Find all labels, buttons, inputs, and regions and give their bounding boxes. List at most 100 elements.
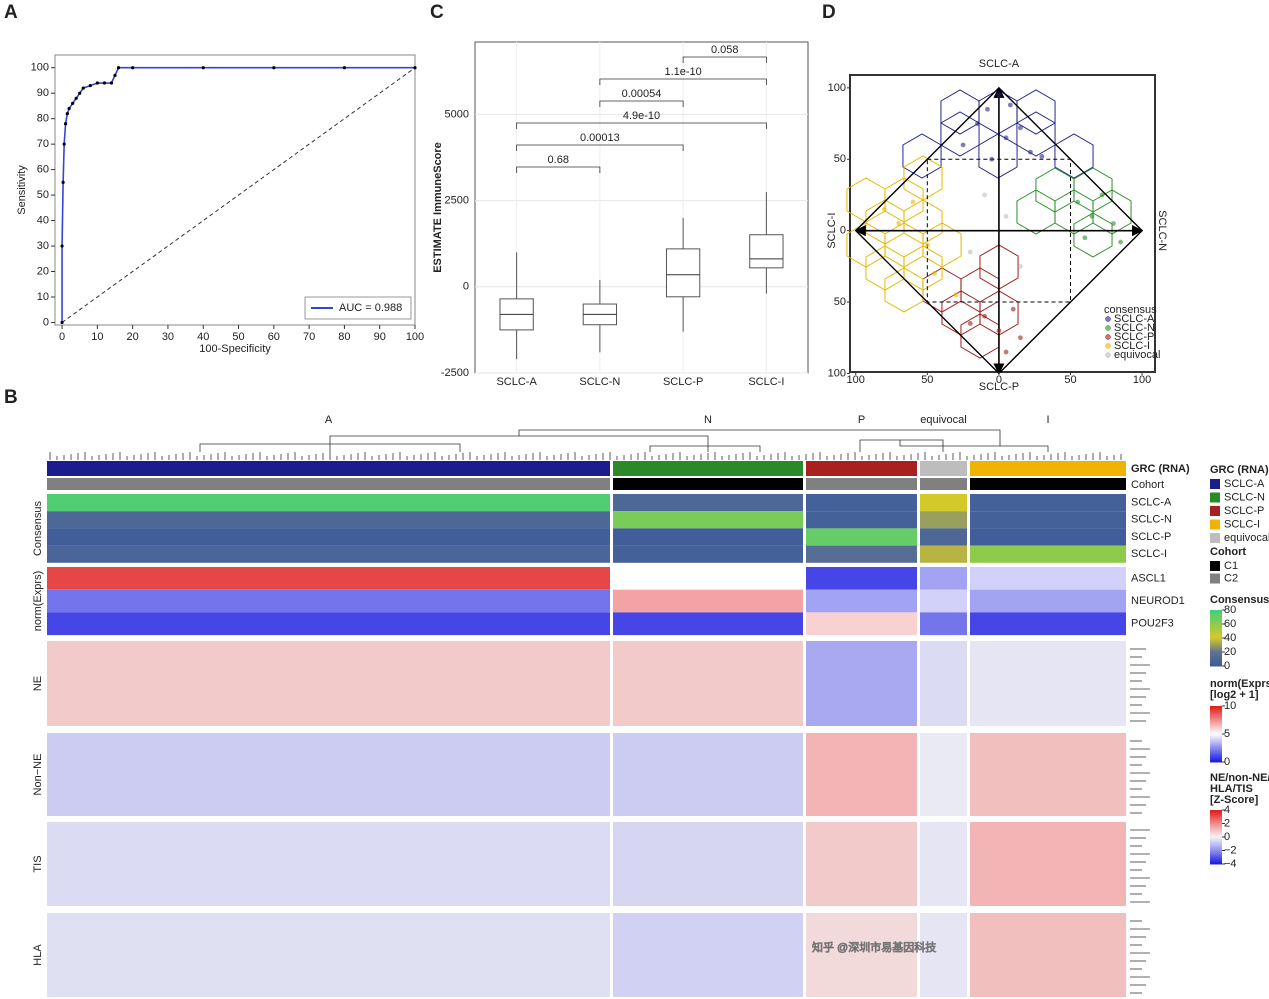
roc-point <box>95 81 99 85</box>
point <box>1028 149 1033 155</box>
heat-cell <box>970 733 1126 816</box>
heat-cell <box>806 589 917 613</box>
heat-cell <box>47 567 610 590</box>
point <box>1003 213 1009 219</box>
y-tick-label: 20 <box>37 265 49 277</box>
colorbar-step <box>1210 741 1222 744</box>
point <box>1017 263 1023 269</box>
heat-cell <box>806 733 917 816</box>
heat-cell <box>613 733 803 816</box>
cohort-cell <box>47 478 610 490</box>
colorbar-label: 4 <box>1224 804 1230 816</box>
section-label: Non−NE <box>32 754 44 796</box>
point <box>982 192 988 198</box>
colorbar-step <box>1210 726 1222 729</box>
heat-cell <box>613 528 803 546</box>
point <box>996 328 1002 333</box>
legend-label: SCLC-A <box>1114 313 1155 325</box>
y-tick-label: -2500 <box>441 367 469 379</box>
colorbar-step <box>1210 720 1222 724</box>
heat-cell <box>47 528 610 546</box>
plot-frame <box>54 54 416 326</box>
heat-cell <box>47 612 610 636</box>
x-tick-label: SCLC-A <box>496 376 537 388</box>
y-tick-label: 40 <box>37 214 49 226</box>
roc-point <box>81 86 85 90</box>
point <box>982 313 988 319</box>
colorbar-step <box>1210 732 1222 735</box>
point <box>1039 153 1045 159</box>
heat-cell <box>47 589 610 613</box>
vertex-label: SCLC-P <box>979 381 1019 393</box>
x-tick-label: 20 <box>127 331 139 343</box>
column-group-label: P <box>858 414 865 426</box>
point <box>985 106 990 112</box>
hex-tile <box>903 155 943 201</box>
point <box>1075 199 1081 205</box>
colorbar-label: 5 <box>1224 728 1230 740</box>
heat-cell <box>613 589 803 613</box>
colorbar-step <box>1210 833 1222 836</box>
heat-cell <box>806 822 917 906</box>
point <box>989 156 995 162</box>
colorbar-step <box>1210 651 1222 654</box>
roc-point <box>272 66 276 70</box>
heat-cell <box>920 567 967 590</box>
colorbar-step <box>1210 855 1222 858</box>
point <box>881 206 887 212</box>
cohort-cell <box>806 478 917 490</box>
colorbar-step <box>1210 611 1222 615</box>
colorbar-step <box>1210 837 1222 840</box>
colorbar-step <box>1210 719 1222 722</box>
y-tick-label: 0 <box>840 225 846 237</box>
legend-title: consensus <box>1104 304 1157 316</box>
hex-tile <box>922 222 962 268</box>
colorbar-label: 20 <box>1224 646 1236 658</box>
section-label: HLA <box>32 944 44 966</box>
heat-cell <box>920 511 967 529</box>
roc-point <box>113 73 117 77</box>
colorbar-step <box>1210 610 1222 613</box>
colorbar-step <box>1210 813 1222 816</box>
roc-point <box>201 66 205 70</box>
legend-title: HLA/TIS <box>1210 783 1253 795</box>
legend-label: equivocal <box>1114 349 1160 361</box>
roc-point <box>62 142 66 146</box>
row-label: SCLC-P <box>1131 531 1171 543</box>
heat-cell <box>47 822 610 906</box>
colorbar-step <box>1210 810 1222 813</box>
x-tick-label: 40 <box>197 331 209 343</box>
colorbar-step <box>1210 643 1222 646</box>
heat-cell <box>806 567 917 590</box>
legend-swatch <box>1210 573 1220 584</box>
y-tick-label: 0 <box>463 281 469 293</box>
panel-label: B <box>4 387 18 408</box>
colorbar-step <box>1210 634 1222 637</box>
point <box>1017 335 1023 341</box>
heat-cell <box>920 822 967 906</box>
heat-cell <box>806 612 917 636</box>
p-value: 0.00013 <box>580 132 620 144</box>
roc-point <box>88 83 92 88</box>
legend-swatch <box>1105 343 1111 349</box>
heat-cell <box>970 913 1126 997</box>
point <box>967 321 973 326</box>
heat-cell <box>613 545 803 563</box>
heat-cell <box>920 641 967 726</box>
section-label: norm(Exprs) <box>32 571 44 632</box>
point <box>932 271 937 276</box>
colorbar-step <box>1210 758 1222 761</box>
heat-cell <box>920 494 967 512</box>
colorbar-label: 2 <box>1224 817 1230 829</box>
colorbar-step <box>1210 628 1222 632</box>
heat-cell <box>920 733 967 816</box>
colorbar-step <box>1210 724 1222 728</box>
legend-title: norm(Exprs) <box>1210 678 1269 690</box>
colorbar-step <box>1210 842 1222 845</box>
roc-point <box>131 66 135 70</box>
colorbar-step <box>1210 722 1222 726</box>
colorbar-step <box>1210 707 1222 711</box>
x-tick-label: 50 <box>921 374 933 386</box>
panel-label: A <box>4 2 18 23</box>
legend-title: GRC (RNA) <box>1210 464 1269 476</box>
